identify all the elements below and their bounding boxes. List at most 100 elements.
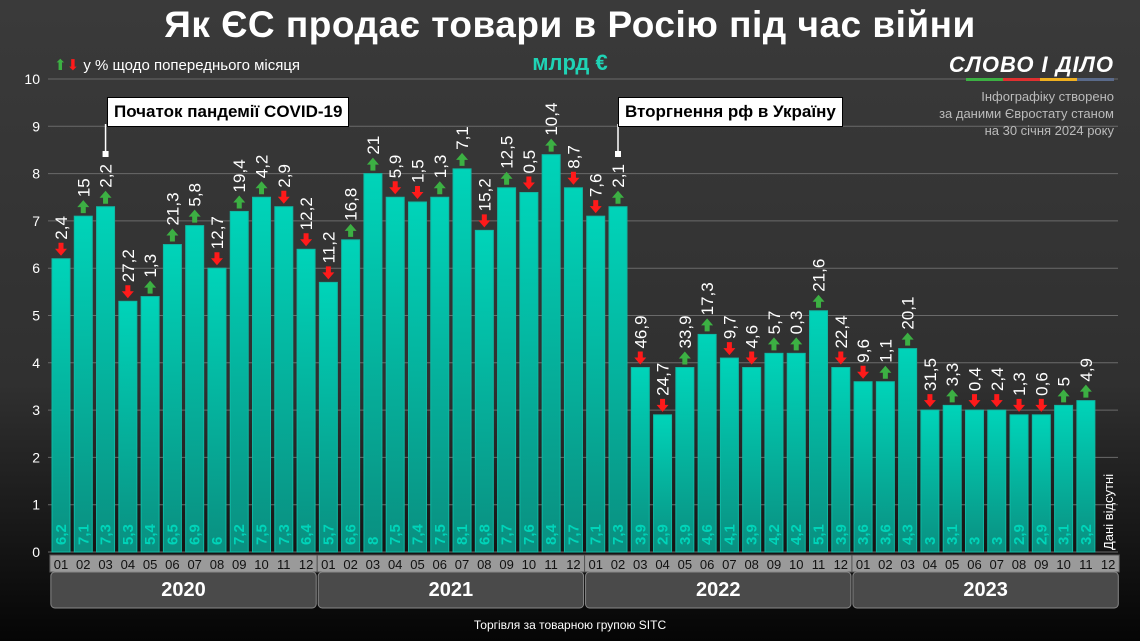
bar-value-label: 5,3 [120,524,137,545]
arrow-up-icon [344,223,357,237]
bar-value-label: 7,5 [387,524,404,545]
month-label: 11 [812,557,826,572]
pct-change-label: 2,1 [609,164,628,188]
annotation-marker [615,151,621,157]
bar-value-label: 5,4 [142,523,159,545]
arrow-down-icon [990,394,1003,408]
pct-change-label: 20,1 [899,297,918,330]
bar [519,192,539,553]
bar [407,201,427,553]
bar [853,381,873,553]
source-line: за даними Євростату станом [939,106,1114,121]
month-label: 02 [878,557,892,572]
month-label: 01 [321,557,335,572]
arrow-up-icon [144,280,157,294]
annotation-covid: Початок пандемії COVID-19 [107,97,350,127]
bar-value-label: 6,2 [53,524,70,545]
bar-value-label: 6,4 [298,523,315,545]
bar-value-label: 8 [365,537,382,545]
arrow-down-icon [1013,398,1026,412]
arrow-down-icon [589,200,602,214]
y-tick-label: 3 [32,402,40,418]
month-label: 10 [254,557,268,572]
pct-change-label: 0,5 [520,150,539,174]
arrow-down-icon [834,351,847,365]
bar-value-label: 6,6 [343,524,360,545]
y-tick-label: 9 [32,118,40,134]
caption: Торгівля за товарною групою SITC [473,618,667,632]
bar [987,409,1007,553]
logo: СЛОВО І ДІЛО [948,52,1114,77]
pct-change-label: 2,4 [988,367,1007,391]
arrow-up-icon [946,389,959,403]
y-tick-label: 2 [32,449,40,465]
bar [385,196,405,553]
arrow-up-icon [701,318,714,332]
bar [1076,400,1096,553]
month-label: 08 [1012,557,1026,572]
bar [809,310,829,553]
pct-change-label: 1,3 [141,254,160,278]
arrow-down-icon [522,176,535,190]
arrow-down-icon [322,266,335,280]
bar-value-label: 3 [966,537,983,545]
legend-text: у % щодо попереднього місяця [83,57,301,74]
month-label: 12 [566,557,580,572]
month-label: 12 [1101,557,1115,572]
bar-value-label: 6,9 [187,524,204,545]
arrow-up-icon [901,332,914,346]
pct-change-label: 21,3 [163,192,182,225]
month-label: 10 [789,557,803,572]
bar [697,333,717,553]
arrow-up-icon [812,294,825,308]
bar-value-label: 7,3 [276,524,293,545]
bar-value-label: 7,3 [610,524,627,545]
bar [875,381,895,553]
pct-change-label: 5,8 [186,183,205,207]
pct-change-label: 10,4 [542,103,561,136]
bar [318,281,338,553]
month-label: 04 [923,557,937,572]
arrow-up-icon [77,200,90,214]
pct-change-label: 4,9 [1077,358,1096,382]
pct-change-label: 1,3 [1010,372,1029,396]
bar [1054,404,1074,553]
month-label: 06 [165,557,179,572]
arrow-up-icon [790,337,803,351]
bar-value-label: 3,9 [833,524,850,545]
month-label: 09 [499,557,513,572]
year-band [317,571,585,609]
y-tick-label: 10 [24,71,40,87]
bar [118,300,138,553]
arrow-up-icon [767,337,780,351]
bar-value-label: 4,2 [766,524,783,545]
month-label: 05 [678,557,692,572]
arrow-down-icon [411,185,424,199]
bar-value-label: 3,2 [1078,524,1095,545]
pct-change-label: 15 [74,178,93,197]
bar-value-label: 2,9 [1011,524,1028,545]
pct-change-label: 33,9 [676,315,695,348]
bar-value-label: 3,9 [677,524,694,545]
pct-change-label: 21,6 [810,259,829,292]
month-label: 05 [143,557,157,572]
arrow-down-icon [121,285,134,299]
bar [51,258,71,553]
month-label: 06 [433,557,447,572]
pct-change-label: 9,6 [854,339,873,363]
arrow-down-icon [55,242,67,256]
month-label: 06 [700,557,714,572]
month-label: 08 [477,557,491,572]
arrow-up-icon [545,138,558,152]
bar [296,248,316,553]
pct-change-label: 12,5 [498,136,517,169]
month-label: 09 [767,557,781,572]
bar-value-label: 5,1 [811,524,828,545]
pct-change-label: 4,2 [253,155,272,179]
year-label: 2022 [696,579,741,601]
source-note: Інфографіку створено за даними Євростату… [939,88,1114,139]
arrow-up-icon [366,157,379,171]
year-band [50,571,317,609]
year-label: 2023 [963,579,1008,601]
